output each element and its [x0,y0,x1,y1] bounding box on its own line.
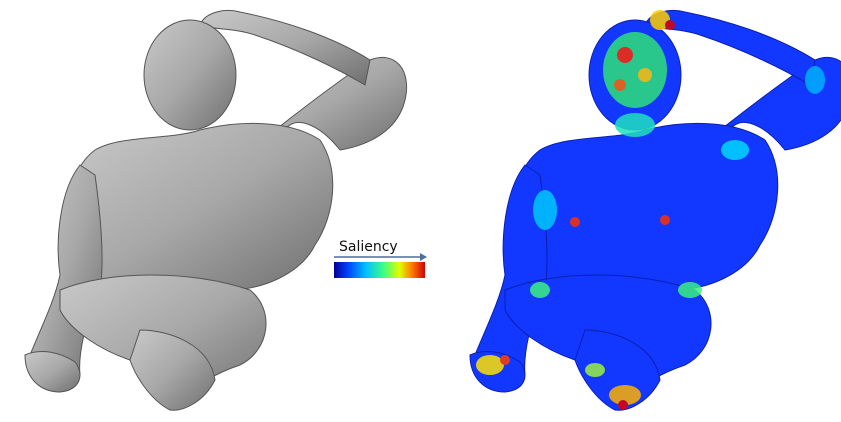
legend-label: Saliency [339,239,398,255]
mesh-render [24,10,408,411]
saliency-spots [476,10,825,410]
legend-arrowhead [420,253,427,261]
saliency-render [469,10,841,411]
colorbar [334,262,425,278]
